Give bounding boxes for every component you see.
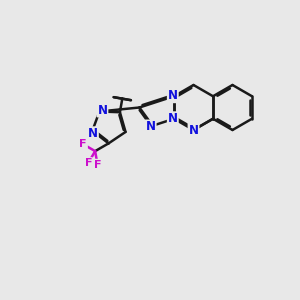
Text: N: N bbox=[188, 124, 199, 136]
Text: N: N bbox=[88, 127, 98, 140]
Text: N: N bbox=[98, 103, 107, 116]
Text: N: N bbox=[168, 89, 178, 102]
Text: N: N bbox=[146, 121, 156, 134]
Text: F: F bbox=[94, 160, 101, 170]
Text: N: N bbox=[168, 112, 178, 125]
Text: F: F bbox=[80, 139, 87, 149]
Text: F: F bbox=[85, 158, 92, 168]
